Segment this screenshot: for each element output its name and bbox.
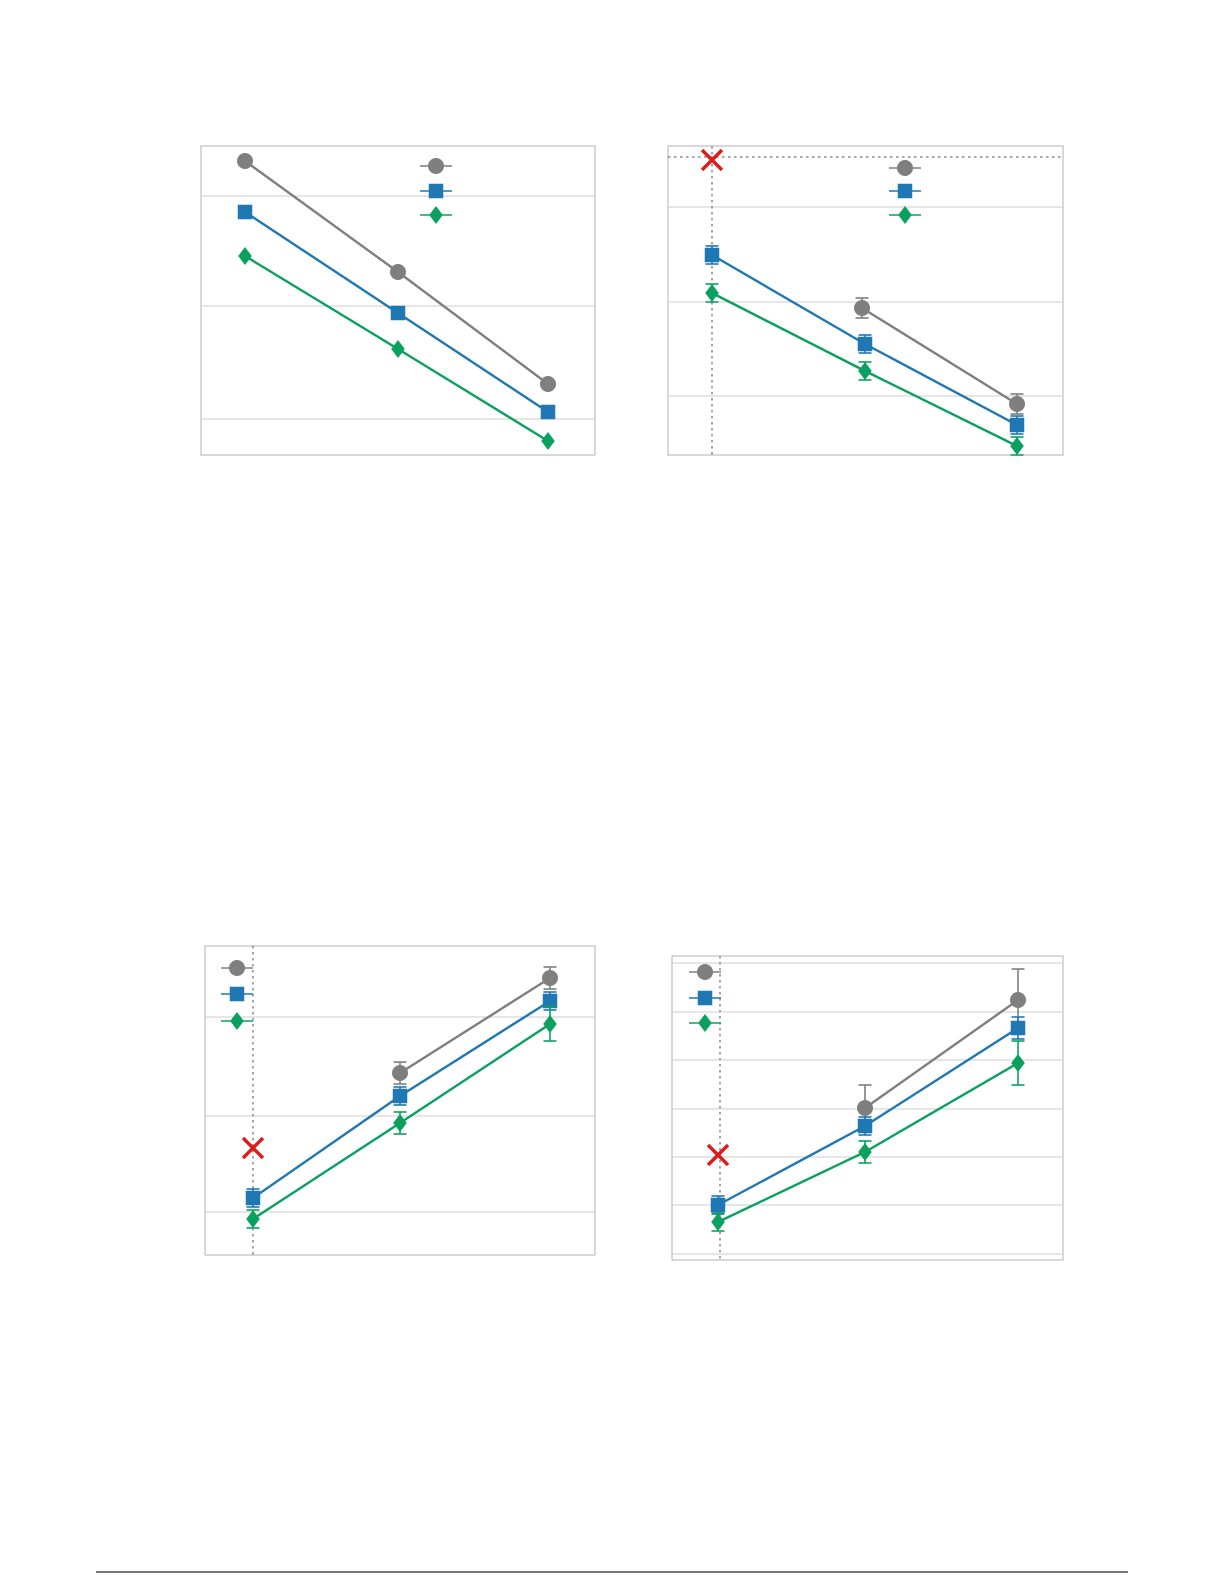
blue-square-marker xyxy=(540,404,556,420)
legend-blue-square-icon xyxy=(229,986,245,1002)
chart-top-right xyxy=(667,145,1064,456)
gray-circle-marker xyxy=(540,376,556,392)
blue-square-marker xyxy=(1010,1020,1026,1036)
legend-gray-circle-icon xyxy=(897,160,913,176)
green-diamond-marker xyxy=(705,284,719,302)
legend-blue-square-icon xyxy=(897,183,913,199)
plot-area xyxy=(200,145,596,456)
green-diamond-marker xyxy=(1010,437,1024,455)
gray-circle-marker xyxy=(390,264,406,280)
green-diamond-marker xyxy=(1011,1054,1025,1072)
blue-square-marker xyxy=(245,1190,261,1206)
red-x-icon xyxy=(706,1143,730,1167)
series-line-gray-circle xyxy=(399,976,551,1075)
green-diamond-marker xyxy=(858,1143,872,1161)
legend-gray-circle-icon xyxy=(428,158,444,174)
legend-blue-square-icon xyxy=(428,183,444,199)
gray-circle-marker xyxy=(1009,396,1025,412)
red-x-icon xyxy=(241,1136,265,1160)
series-line-gray-circle xyxy=(864,999,1019,1109)
red-x-stroke xyxy=(241,1136,265,1160)
gray-circle-marker xyxy=(857,1100,873,1116)
green-diamond-marker xyxy=(238,247,252,265)
legend-green-diamond-icon xyxy=(898,206,912,224)
legend-green-diamond-icon xyxy=(429,206,443,224)
blue-square-marker xyxy=(390,305,406,321)
plot-area xyxy=(667,145,1064,456)
blue-square-marker xyxy=(392,1088,408,1104)
gray-circle-marker xyxy=(392,1065,408,1081)
red-x-stroke xyxy=(700,148,724,172)
chart-bottom-right xyxy=(671,955,1064,1261)
gray-circle-marker xyxy=(237,153,253,169)
gray-circle-marker xyxy=(542,970,558,986)
blue-square-marker xyxy=(1009,417,1025,433)
green-diamond-marker xyxy=(391,340,405,358)
blue-square-marker xyxy=(710,1197,726,1213)
chart-bottom-left xyxy=(204,945,596,1256)
chart-top-left xyxy=(200,145,596,456)
legend-gray-circle-icon xyxy=(697,964,713,980)
legend-green-diamond-icon xyxy=(698,1014,712,1032)
green-diamond-marker xyxy=(711,1213,725,1231)
green-diamond-marker xyxy=(393,1114,407,1132)
red-x-icon xyxy=(700,148,724,172)
blue-square-marker xyxy=(857,336,873,352)
gray-circle-marker xyxy=(1010,992,1026,1008)
gray-circle-marker xyxy=(854,300,870,316)
green-diamond-marker xyxy=(246,1210,260,1228)
green-diamond-marker xyxy=(543,1015,557,1033)
series-line-gray-circle xyxy=(861,306,1018,406)
blue-square-marker xyxy=(237,204,253,220)
blue-square-marker xyxy=(704,247,720,263)
blue-square-marker xyxy=(542,993,558,1009)
blue-square-marker xyxy=(857,1118,873,1134)
legend-gray-circle-icon xyxy=(229,960,245,976)
legend-blue-square-icon xyxy=(697,990,713,1006)
green-diamond-marker xyxy=(541,432,555,450)
green-diamond-marker xyxy=(858,362,872,380)
red-x-stroke xyxy=(706,1143,730,1167)
legend-green-diamond-icon xyxy=(230,1012,244,1030)
